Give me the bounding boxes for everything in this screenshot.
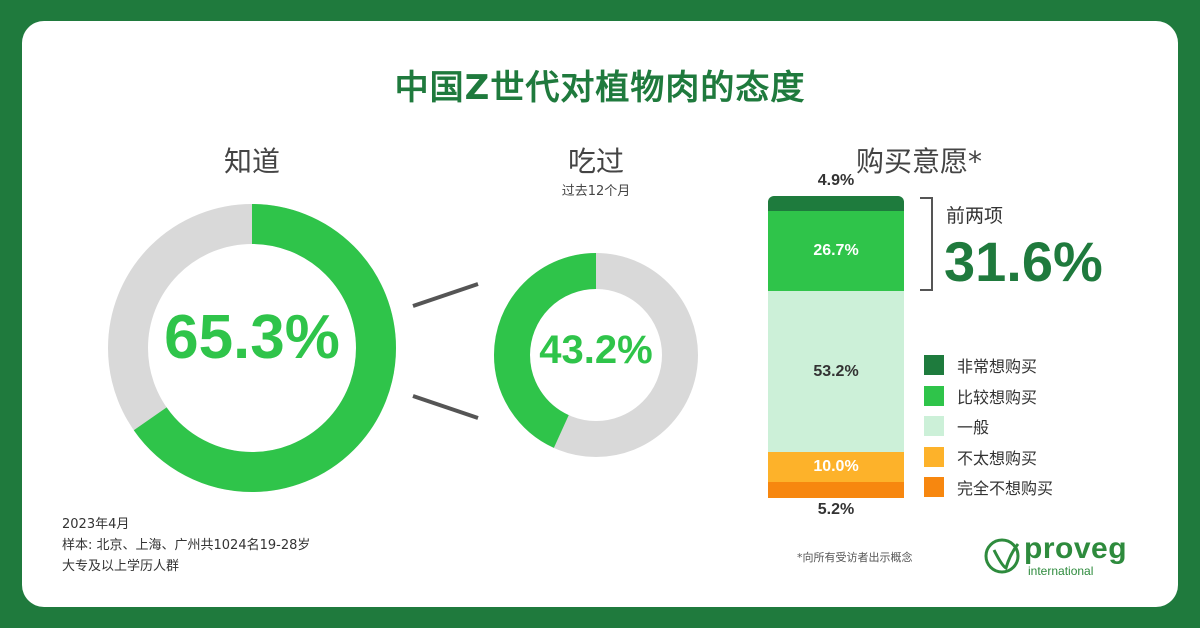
footnote: *向所有受访者出示概念 <box>797 551 913 564</box>
top-two-label: 前两项 <box>946 205 1004 227</box>
legend-swatch <box>924 477 944 498</box>
awareness-arc <box>108 204 396 492</box>
legend-swatch <box>924 355 944 376</box>
bar-value-label: 26.7% <box>813 242 859 260</box>
note-sample: 样本: 北京、上海、广州共1024名19-28岁 <box>62 538 311 553</box>
legend: 非常想购买 比较想购买 一般 不太想购买 完全不想购买 <box>924 350 1053 503</box>
tried-arc <box>494 253 698 457</box>
awareness-value: 65.3% <box>164 303 340 372</box>
note-date: 2023年4月 <box>62 517 130 532</box>
legend-label: 不太想购买 <box>957 448 1038 468</box>
tried-label: 吃过 <box>567 145 624 178</box>
bar-segment <box>768 210 904 292</box>
note-education: 大专及以上学历人群 <box>62 559 180 574</box>
legend-item: 完全不想购买 <box>924 472 1053 503</box>
bar-segment <box>768 452 904 483</box>
awareness-label: 知道 <box>223 145 280 178</box>
card <box>22 21 1178 607</box>
purchase-label: 购买意愿* <box>856 145 983 178</box>
legend-swatch <box>924 446 944 467</box>
connector-top <box>412 282 479 308</box>
legend-item: 一般 <box>924 411 1053 442</box>
legend-label: 一般 <box>957 418 990 438</box>
logo-wordmark: proveg <box>1024 532 1128 565</box>
tried-value: 43.2% <box>539 328 653 372</box>
sample-notes: 2023年4月 样本: 北京、上海、广州共1024名19-28岁 大专及以上学历… <box>62 514 310 577</box>
bar-value-label: 53.2% <box>813 362 859 380</box>
top-two-bracket <box>920 197 933 291</box>
legend-item: 非常想购买 <box>924 350 1053 381</box>
legend-label: 比较想购买 <box>957 387 1038 407</box>
chart-title: 中国Z世代对植物肉的态度 <box>394 68 806 108</box>
connector-bottom <box>412 394 479 420</box>
leaf-icon <box>984 538 1020 574</box>
legend-item: 不太想购买 <box>924 442 1053 473</box>
proveg-logo: proveg international <box>984 532 1142 580</box>
bar-value-label: 4.9% <box>817 172 855 189</box>
bar-value-label: 5.2% <box>817 501 855 518</box>
bar-value-label: 10.0% <box>813 458 859 476</box>
tried-sublabel: 过去12个月 <box>561 184 631 199</box>
logo-subtext: international <box>1028 564 1094 578</box>
legend-swatch <box>924 416 944 437</box>
legend-label: 非常想购买 <box>957 357 1038 377</box>
bar-segment <box>768 482 904 498</box>
top-two-value: 31.6% <box>944 230 1103 293</box>
legend-item: 比较想购买 <box>924 381 1053 412</box>
bar-segment <box>768 196 904 211</box>
legend-swatch <box>924 385 944 406</box>
bar-segment <box>768 291 904 453</box>
legend-label: 完全不想购买 <box>957 479 1054 499</box>
